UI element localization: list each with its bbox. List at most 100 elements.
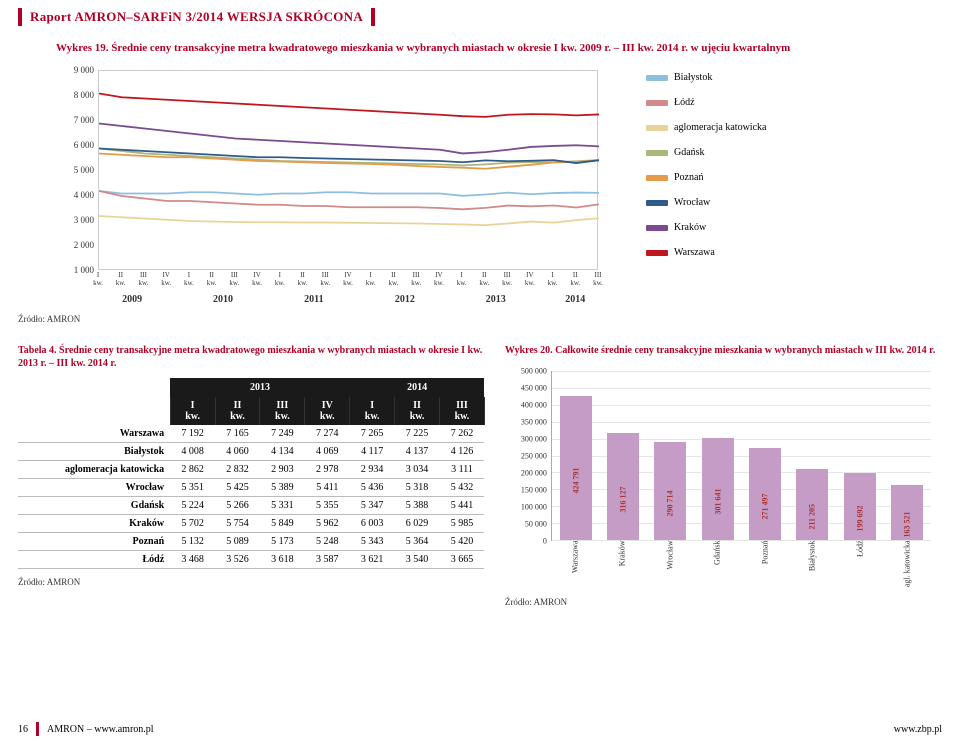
table-cell: 2 862 (170, 461, 215, 479)
chart20-xlabel: Poznań (760, 541, 769, 611)
chart19-xtick: IVkw. (428, 272, 449, 320)
table-row-label: Łódź (18, 551, 170, 569)
table-cell: 5 436 (350, 479, 395, 497)
table-cell: 6 003 (350, 515, 395, 533)
chart20-bar-value: 301 641 (713, 455, 722, 515)
chart20-xlabel: Łódź (855, 541, 864, 611)
table-year-header: 2013 (170, 378, 350, 397)
legend-item: aglomeracja katowicka (646, 122, 766, 133)
chart19-plot (98, 70, 598, 270)
table-cell: 3 526 (215, 551, 260, 569)
chart19-xtick: Ikw. (269, 272, 290, 320)
table-cell: 2 978 (305, 461, 350, 479)
table-cell: 5 962 (305, 515, 350, 533)
chart19-title: Wykres 19. Średnie ceny transakcyjne met… (0, 30, 960, 60)
table4-title: Tabela 4. Średnie ceny transakcyjne metr… (18, 344, 485, 370)
table-cell: 5 132 (170, 533, 215, 551)
table-cell: 2 934 (350, 461, 395, 479)
table-cell: 7 265 (350, 425, 395, 443)
table-cell: 5 441 (440, 497, 485, 515)
table-row-label: Poznań (18, 533, 170, 551)
table-row-label: Wrocław (18, 479, 170, 497)
chart20-ytick: 250 000 (505, 452, 547, 461)
table-cell: 5 754 (215, 515, 260, 533)
chart19-xtick: Ikw. (88, 272, 109, 320)
chart19-yearlabel: 2010 (213, 294, 233, 305)
table-col-header: Ikw. (170, 397, 215, 425)
chart19-xtick: IVkw. (247, 272, 268, 320)
table-cell: 3 621 (350, 551, 395, 569)
table-cell: 5 224 (170, 497, 215, 515)
table-cell: 5 355 (305, 497, 350, 515)
table-cell: 5 389 (260, 479, 305, 497)
legend-item: Warszawa (646, 247, 766, 258)
table-cell: 6 029 (395, 515, 440, 533)
legend-swatch (646, 200, 668, 206)
chart19-xtick: IIIkw. (588, 272, 609, 320)
legend-label: aglomeracja katowicka (674, 122, 766, 133)
chart19-lines (99, 71, 599, 271)
chart20-ytick: 350 000 (505, 418, 547, 427)
chart20-ytick: 0 (505, 537, 547, 546)
table-cell: 7 165 (215, 425, 260, 443)
lower-row: Tabela 4. Średnie ceny transakcyjne metr… (0, 324, 960, 607)
chart19-yearlabel: 2014 (565, 294, 585, 305)
chart20-bar-value: 271 497 (761, 460, 770, 520)
chart19-ytick: 2 000 (56, 240, 94, 250)
header-accent-right (371, 8, 375, 26)
table-row: Białystok4 0084 0604 1344 0694 1174 1374… (18, 443, 484, 461)
table-cell: 5 343 (350, 533, 395, 551)
legend-label: Łódź (674, 97, 695, 108)
table-cell: 7 249 (260, 425, 305, 443)
table-row: Gdańsk5 2245 2665 3315 3555 3475 3885 44… (18, 497, 484, 515)
chart19-ytick: 9 000 (56, 65, 94, 75)
chart19-xtick: IVkw. (156, 272, 177, 320)
table-row-label: Warszawa (18, 425, 170, 443)
table-row-label: Kraków (18, 515, 170, 533)
chart19-ytick: 8 000 (56, 90, 94, 100)
report-title: Raport AMRON–SARFiN 3/2014 WERSJA SKRÓCO… (30, 9, 363, 25)
chart20-xlabel: Gdańsk (713, 541, 722, 611)
legend-swatch (646, 250, 668, 256)
legend-swatch (646, 125, 668, 131)
table-cell: 4 060 (215, 443, 260, 461)
legend-item: Wrocław (646, 197, 766, 208)
chart20-ytick: 400 000 (505, 401, 547, 410)
chart19-xtick: Ikw. (542, 272, 563, 320)
table-cell: 4 069 (305, 443, 350, 461)
header-accent-left (18, 8, 22, 26)
chart20-xlabel: Białystok (808, 541, 817, 611)
table-cell: 4 117 (350, 443, 395, 461)
table-row-label: aglomeracja katowicka (18, 461, 170, 479)
chart20-ytick: 450 000 (505, 384, 547, 393)
legend-item: Łódź (646, 97, 766, 108)
table4: 20132014Ikw.IIkw.IIIkw.IVkw.Ikw.IIkw.III… (18, 378, 485, 569)
footer-accent (36, 722, 39, 736)
table-col-header: IIIkw. (440, 397, 485, 425)
legend-swatch (646, 225, 668, 231)
table-cell: 5 266 (215, 497, 260, 515)
chart20-bar-value: 163 521 (903, 478, 912, 538)
table-col-header: IIIkw. (260, 397, 305, 425)
table-cell: 3 034 (395, 461, 440, 479)
legend-label: Warszawa (674, 247, 715, 258)
chart19-legend: BiałystokŁódźaglomeracja katowickaGdańsk… (646, 60, 766, 320)
page-number: 16 (18, 724, 28, 735)
chart20-xlabel: Kraków (618, 541, 627, 611)
table-cell: 5 318 (395, 479, 440, 497)
table-col-header: IVkw. (305, 397, 350, 425)
table4-source: Źródło: AMRON (18, 577, 485, 587)
chart20-ytick: 100 000 (505, 503, 547, 512)
table-cell: 5 411 (305, 479, 350, 497)
table-cell: 5 347 (350, 497, 395, 515)
chart20-bar-value: 316 127 (618, 452, 627, 512)
table-cell: 5 364 (395, 533, 440, 551)
chart19-ytick: 4 000 (56, 190, 94, 200)
chart20-bar-value: 290 714 (666, 456, 675, 516)
chart20-ytick: 150 000 (505, 486, 547, 495)
table-cell: 5 849 (260, 515, 305, 533)
chart20-title: Wykres 20. Całkowite średnie ceny transa… (505, 344, 942, 357)
legend-item: Białystok (646, 72, 766, 83)
table-row-label: Białystok (18, 443, 170, 461)
chart20-ytick: 500 000 (505, 367, 547, 376)
